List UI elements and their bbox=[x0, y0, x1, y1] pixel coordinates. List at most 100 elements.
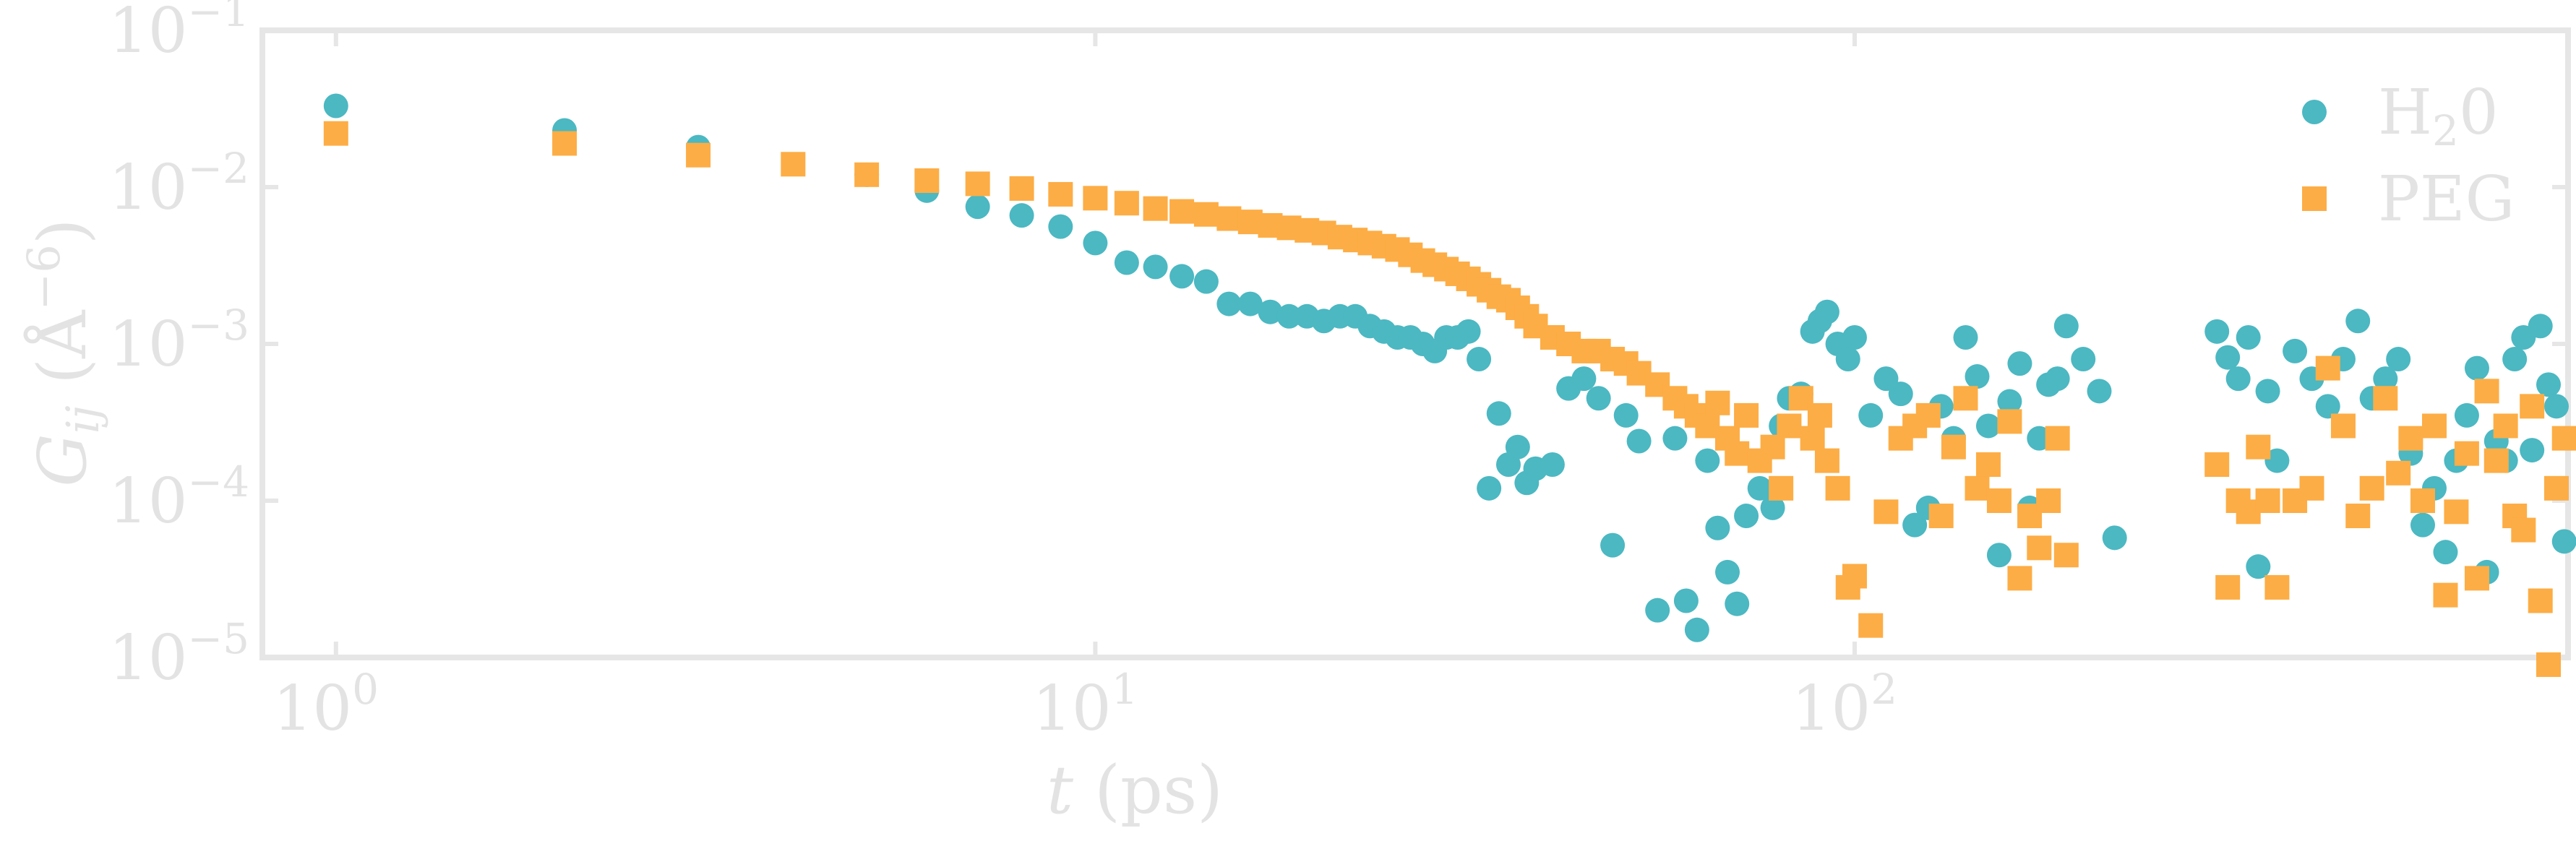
peg-series bbox=[323, 121, 2576, 677]
peg-point-5 bbox=[914, 168, 940, 194]
peg-point-99 bbox=[2410, 488, 2435, 513]
peg-point-111 bbox=[2528, 588, 2553, 613]
h2o-point-85 bbox=[2204, 319, 2230, 344]
peg-point-75 bbox=[1986, 488, 2012, 513]
h2o-point-90 bbox=[2255, 379, 2280, 404]
x-tick-label-1: 101 bbox=[1032, 665, 1138, 745]
h2o-point-110 bbox=[2502, 347, 2528, 372]
peg-point-93 bbox=[2330, 413, 2356, 439]
h2o-point-80 bbox=[2045, 366, 2070, 392]
h2o-point-44 bbox=[1645, 598, 1670, 623]
y-tick-label-3: 10−2 bbox=[108, 144, 249, 224]
h2o-point-113 bbox=[2528, 314, 2553, 339]
h2o-point-83 bbox=[2087, 379, 2112, 404]
y-tick-label-4: 10−1 bbox=[108, 0, 249, 67]
peg-point-110 bbox=[2520, 394, 2545, 419]
peg-point-72 bbox=[1953, 386, 1978, 411]
peg-point-56 bbox=[1769, 475, 1794, 501]
peg-point-59 bbox=[1800, 426, 1825, 451]
h2o-point-29 bbox=[1456, 319, 1481, 344]
peg-point-2 bbox=[686, 142, 711, 168]
peg-point-87 bbox=[2246, 434, 2271, 460]
h2o-point-74 bbox=[1986, 543, 2012, 568]
h2o-point-45 bbox=[1662, 426, 1688, 451]
h2o-point-39 bbox=[1571, 366, 1597, 392]
h2o-point-87 bbox=[2225, 366, 2251, 392]
h2o-point-32 bbox=[1486, 401, 1511, 426]
h2o-point-96 bbox=[2345, 309, 2371, 334]
peg-point-89 bbox=[2264, 574, 2290, 600]
peg-point-53 bbox=[1734, 402, 1759, 428]
h2o-point-10 bbox=[1143, 254, 1168, 280]
peg-point-100 bbox=[2422, 413, 2447, 439]
peg-point-96 bbox=[2373, 386, 2398, 411]
peg-point-76 bbox=[1997, 409, 2022, 434]
peg-point-97 bbox=[2386, 460, 2411, 486]
peg-point-7 bbox=[1009, 176, 1034, 201]
h2o-point-65 bbox=[1873, 366, 1899, 392]
peg-point-64 bbox=[1842, 564, 1867, 589]
peg-point-77 bbox=[2007, 566, 2032, 591]
h2o-point-13 bbox=[1216, 291, 1242, 316]
peg-point-8 bbox=[1048, 181, 1073, 207]
peg-point-71 bbox=[1941, 434, 1966, 460]
h2o-point-37 bbox=[1540, 452, 1565, 477]
y-axis-label: Gij (Å−6) bbox=[17, 218, 109, 486]
h2o-point-43 bbox=[1626, 428, 1652, 454]
h2o-point-88 bbox=[2236, 325, 2261, 350]
peg-point-55 bbox=[1760, 434, 1785, 460]
h2o-point-48 bbox=[1695, 448, 1720, 473]
peg-point-70 bbox=[1928, 504, 1954, 529]
y-tick-label-0: 10−5 bbox=[108, 614, 249, 694]
peg-point-107 bbox=[2493, 413, 2518, 439]
peg-point-4 bbox=[854, 162, 880, 187]
peg-point-69 bbox=[1915, 402, 1941, 428]
h2o-point-8 bbox=[1083, 230, 1108, 256]
peg-point-91 bbox=[2299, 475, 2324, 501]
peg-point-98 bbox=[2398, 426, 2423, 451]
h2o-point-51 bbox=[1725, 591, 1750, 616]
h2o-point-116 bbox=[2551, 529, 2576, 554]
y-tick-label-2: 10−3 bbox=[108, 301, 249, 381]
h2o-point-7 bbox=[1048, 214, 1073, 239]
h2o-point-89 bbox=[2246, 554, 2271, 579]
h2o-point-75 bbox=[1997, 389, 2022, 414]
h2o-point-16 bbox=[1276, 303, 1302, 329]
y-tick-label-1: 10−4 bbox=[108, 457, 249, 538]
peg-point-114 bbox=[2551, 426, 2576, 451]
peg-point-60 bbox=[1807, 402, 1832, 428]
h2o-point-105 bbox=[2454, 402, 2479, 428]
h2o-point-15 bbox=[1258, 299, 1283, 324]
peg-point-57 bbox=[1777, 413, 1802, 439]
h2o-point-103 bbox=[2433, 540, 2458, 565]
h2o-point-30 bbox=[1467, 347, 1492, 372]
peg-point-14 bbox=[1216, 206, 1242, 231]
h2o-point-71 bbox=[1953, 325, 1978, 350]
h2o-point-112 bbox=[2520, 438, 2545, 463]
h2o-series bbox=[323, 93, 2576, 642]
y-tick-labels: 10−5 10−4 10−3 10−2 10−1 bbox=[108, 0, 249, 694]
h2o-point-14 bbox=[1237, 291, 1263, 316]
h2o-point-73 bbox=[1975, 413, 2001, 439]
peg-point-9 bbox=[1083, 186, 1108, 211]
h2o-point-86 bbox=[2215, 345, 2241, 370]
h2o-point-6 bbox=[1009, 203, 1034, 228]
h2o-point-64 bbox=[1858, 402, 1884, 428]
peg-point-73 bbox=[1965, 475, 1990, 501]
h2o-point-101 bbox=[2410, 512, 2435, 538]
peg-point-82 bbox=[2053, 543, 2079, 568]
h2o-point-67 bbox=[1902, 512, 1928, 538]
h2o-point-84 bbox=[2102, 525, 2127, 551]
h2o-point-0 bbox=[323, 93, 348, 118]
h2o-point-60 bbox=[1814, 299, 1839, 324]
h2o-point-42 bbox=[1613, 402, 1639, 428]
h2o-point-114 bbox=[2536, 372, 2561, 397]
peg-point-61 bbox=[1814, 448, 1839, 473]
peg-point-95 bbox=[2359, 475, 2384, 501]
peg-point-6 bbox=[965, 171, 990, 197]
h2o-point-62 bbox=[1835, 347, 1860, 372]
peg-point-102 bbox=[2444, 499, 2469, 525]
peg-point-79 bbox=[2027, 535, 2052, 561]
h2o-point-115 bbox=[2543, 394, 2569, 419]
h2o-point-40 bbox=[1586, 386, 1611, 411]
